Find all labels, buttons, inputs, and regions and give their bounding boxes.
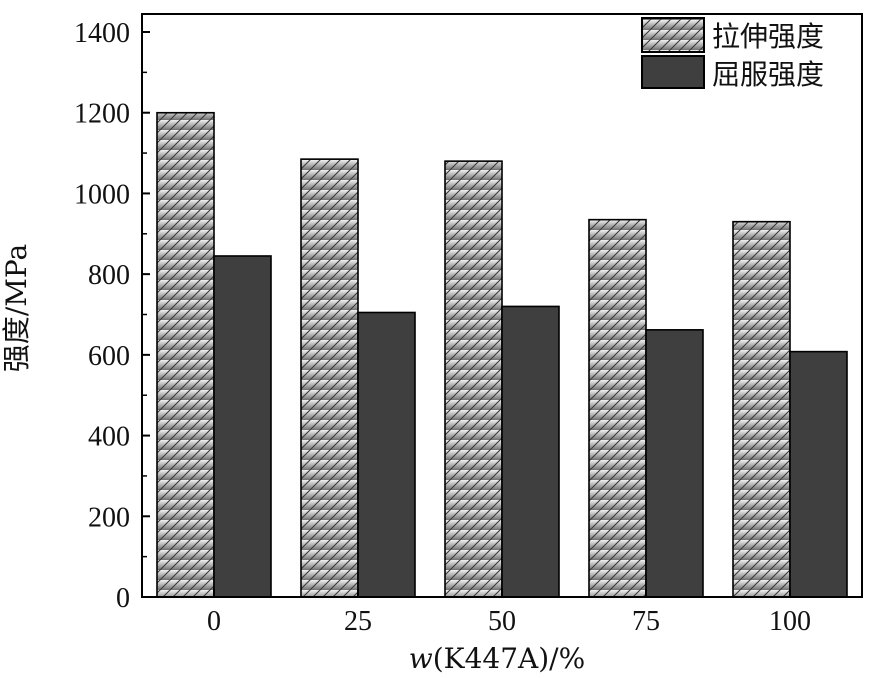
bar-tensile-50 — [444, 160, 503, 598]
plot-frame — [141, 13, 863, 598]
bar-yield-50 — [501, 305, 560, 598]
x-tick-label-50: 50 — [488, 606, 516, 637]
x-tick-label-75: 75 — [632, 606, 660, 637]
x-tick-label-100: 100 — [769, 606, 811, 637]
y-tick-label-200: 200 — [88, 502, 130, 533]
x-tick-label-0: 0 — [207, 606, 221, 637]
bar-yield-0 — [213, 255, 272, 598]
y-tick-label-1000: 1000 — [74, 179, 130, 210]
bar-tensile-75 — [588, 218, 647, 598]
y-tick-label-0: 0 — [116, 583, 130, 614]
legend-swatch-yield — [641, 55, 705, 89]
legend-label-tensile: 拉伸强度 — [712, 20, 824, 53]
y-tick-label-600: 600 — [88, 341, 130, 372]
y-tick-label-800: 800 — [88, 260, 130, 291]
legend-swatch-tensile — [641, 17, 705, 53]
bar-yield-100 — [789, 350, 848, 598]
y-tick-label-1400: 1400 — [74, 18, 130, 49]
bar-tensile-0 — [156, 111, 215, 598]
y-tick-label-1200: 1200 — [74, 99, 130, 130]
x-tick-label-25: 25 — [344, 606, 372, 637]
legend-label-yield: 屈服强度 — [712, 58, 824, 91]
legend: 拉伸强度 屈服强度 — [641, 17, 824, 91]
x-axis-title-italic: w — [409, 642, 433, 675]
bar-tensile-100 — [732, 220, 791, 598]
y-tick-label-400: 400 — [88, 422, 130, 453]
x-axis-title-rest: (K447A)/% — [433, 642, 585, 675]
bar-tensile-25 — [300, 158, 359, 598]
bar-yield-75 — [645, 329, 704, 598]
bar-yield-25 — [357, 311, 416, 598]
y-axis-title: 强度/MPa — [0, 244, 33, 372]
x-axis-title: w(K447A)/% — [409, 642, 585, 675]
